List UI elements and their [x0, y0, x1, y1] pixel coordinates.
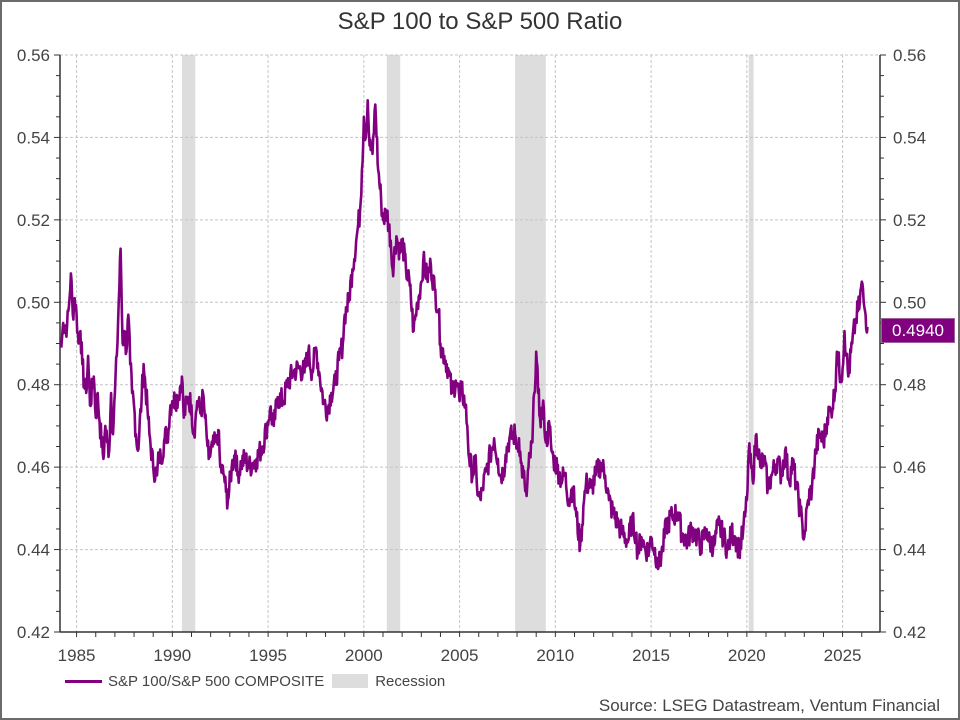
- y-tick-label-left: 0.42: [17, 623, 50, 642]
- y-tick-label-left: 0.52: [17, 211, 50, 230]
- y-tick-label-left: 0.50: [17, 293, 50, 312]
- x-tick-label: 2015: [632, 646, 670, 665]
- y-tick-label-right: 0.42: [893, 623, 926, 642]
- legend-recession-swatch: [332, 674, 369, 688]
- last-value-label: 0.4940: [881, 318, 955, 343]
- recession-bands: [181, 55, 754, 632]
- axes: 0.42 0.42 0.44 0.44 0.46 0.46 0.48 0.48 0.50 0.50…: [17, 46, 926, 665]
- y-tick-label-left: 0.48: [17, 376, 50, 395]
- y-tick-label-right: 0.52: [893, 211, 926, 230]
- y-tick-label-right: 0.46: [893, 458, 926, 477]
- x-tick-label: 1990: [153, 646, 191, 665]
- recession-band: [748, 55, 754, 632]
- x-tick-label: 2005: [441, 646, 479, 665]
- y-tick-label-right: 0.54: [893, 128, 926, 147]
- legend-label-recession: Recession: [375, 672, 446, 690]
- y-tick-label-left: 0.56: [17, 46, 50, 65]
- legend-line-swatch: [65, 679, 102, 683]
- y-tick-label-right: 0.50: [893, 293, 926, 312]
- series-line: [60, 99, 869, 571]
- y-tick-label-right: 0.48: [893, 376, 926, 395]
- x-tick-label: 1995: [249, 646, 287, 665]
- y-tick-label-left: 0.54: [17, 128, 50, 147]
- y-tick-label-left: 0.46: [17, 458, 50, 477]
- chart-title: S&P 100 to S&P 500 Ratio: [337, 8, 623, 35]
- series-layer: [60, 99, 869, 571]
- source-note: Source: LSEG Datastream, Ventum Financia…: [598, 696, 940, 715]
- recession-band: [386, 55, 401, 632]
- y-tick-label-right: 0.56: [893, 46, 926, 65]
- y-tick-label-right: 0.44: [893, 541, 926, 560]
- legend-label-series: S&P 100/S&P 500 COMPOSITE: [108, 672, 325, 690]
- x-tick-label: 2025: [824, 646, 862, 665]
- recession-band: [181, 55, 196, 632]
- x-tick-label: 1985: [58, 646, 96, 665]
- recession-band: [515, 55, 546, 632]
- y-tick-label-left: 0.44: [17, 541, 50, 560]
- legend: S&P 100/S&P 500 COMPOSITE Recession: [65, 671, 445, 691]
- x-tick-label: 2020: [728, 646, 766, 665]
- x-tick-label: 2000: [345, 646, 383, 665]
- x-tick-label: 2010: [536, 646, 574, 665]
